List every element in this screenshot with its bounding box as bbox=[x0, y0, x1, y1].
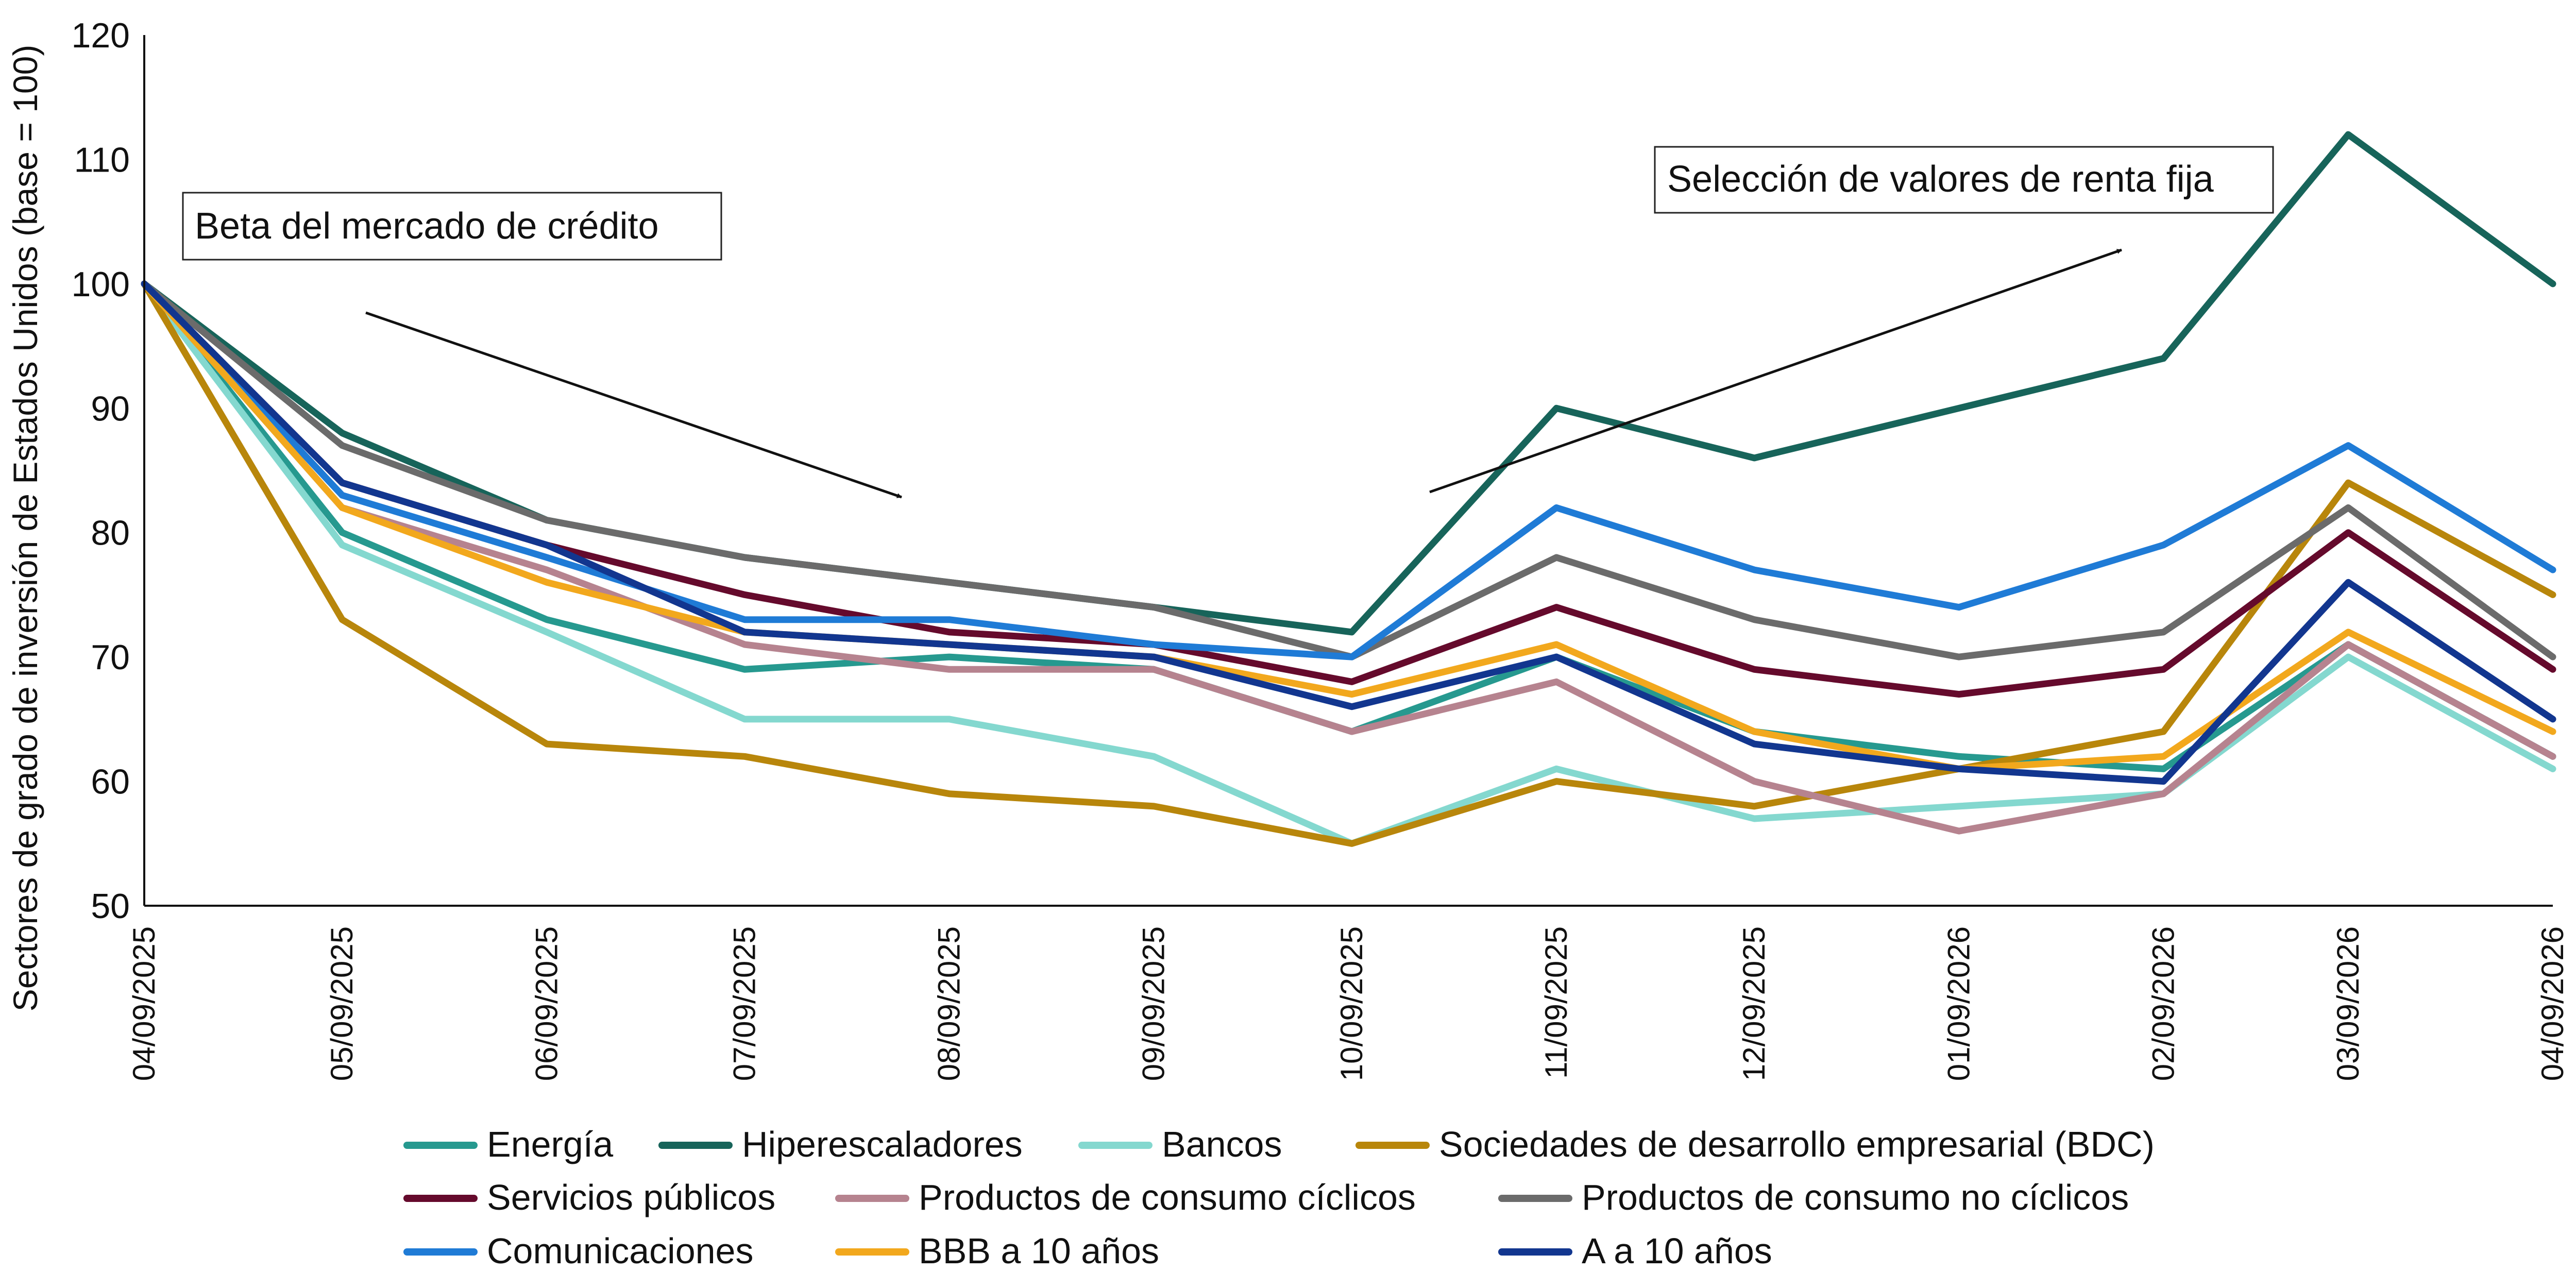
y-tick-label: 120 bbox=[72, 16, 130, 55]
legend-label: Bancos bbox=[1162, 1124, 1282, 1164]
annotation-bond-selection-box bbox=[1654, 146, 2274, 214]
y-tick-label: 110 bbox=[74, 140, 130, 179]
annotation-credit-beta: Beta del mercado de crédito bbox=[182, 192, 902, 499]
x-tick-label: 02/09/2026 bbox=[2146, 926, 2180, 1081]
legend-label: Energía bbox=[487, 1124, 613, 1164]
legend-label: Sociedades de desarrollo empresarial (BD… bbox=[1439, 1124, 2155, 1164]
y-tick-label: 90 bbox=[91, 389, 130, 428]
x-tick-labels: 04/09/2025 05/09/2025 06/09/2025 07/09/2025… bbox=[127, 926, 2570, 1081]
y-tick-label: 60 bbox=[91, 762, 130, 802]
legend-label: Productos de consumo cíclicos bbox=[919, 1177, 1416, 1217]
x-tick-label: 11/09/2025 bbox=[1539, 926, 1573, 1079]
y-tick-labels: 50 60 70 80 90 100 110 120 bbox=[72, 16, 130, 926]
y-tick-label: 70 bbox=[91, 638, 130, 677]
series-line bbox=[141, 280, 2556, 772]
legend-label: Comunicaciones bbox=[487, 1231, 753, 1271]
legend-label: Servicios públicos bbox=[487, 1177, 775, 1217]
x-tick-label: 05/09/2025 bbox=[325, 926, 359, 1081]
y-tick-label: 50 bbox=[91, 887, 130, 926]
annotation-credit-beta-arrow bbox=[365, 311, 902, 499]
series-line bbox=[141, 280, 2556, 847]
x-tick-label: 12/09/2025 bbox=[1737, 926, 1771, 1081]
y-axis-label: Sectores de grado de inversión de Estado… bbox=[6, 45, 44, 1012]
x-tick-label: 06/09/2025 bbox=[529, 926, 564, 1081]
x-tick-label: 09/09/2025 bbox=[1137, 926, 1171, 1081]
legend-label: BBB a 10 años bbox=[919, 1231, 1159, 1271]
series-line bbox=[141, 280, 2556, 847]
series-line bbox=[141, 280, 2556, 660]
annotation-bond-selection: Selección de valores de renta fija bbox=[1429, 146, 2274, 494]
legend-label: Productos de consumo no cíclicos bbox=[1582, 1177, 2129, 1217]
x-tick-label: 10/09/2025 bbox=[1334, 926, 1369, 1081]
y-tick-label: 80 bbox=[91, 514, 130, 553]
y-tick-label: 100 bbox=[72, 265, 130, 304]
legend: Energía Hiperescaladores Bancos Sociedades … bbox=[403, 1124, 2155, 1271]
annotation-bond-selection-arrow bbox=[1429, 248, 2122, 494]
x-tick-label: 01/09/2026 bbox=[1941, 926, 1976, 1081]
annotation-credit-beta-text: Beta del mercado de crédito bbox=[195, 206, 659, 247]
x-tick-label: 04/09/2025 bbox=[127, 926, 161, 1081]
x-tick-label: 07/09/2025 bbox=[727, 926, 762, 1081]
x-tick-label: 08/09/2025 bbox=[932, 926, 967, 1081]
axes bbox=[143, 35, 2553, 907]
series-line bbox=[141, 280, 2556, 835]
series-lines bbox=[141, 131, 2556, 847]
x-tick-label: 03/09/2026 bbox=[2331, 926, 2365, 1081]
legend-label: A a 10 años bbox=[1582, 1231, 1772, 1271]
series-line bbox=[141, 280, 2556, 785]
annotation-bond-selection-text: Selección de valores de renta fija bbox=[1667, 159, 2214, 200]
annotation-credit-beta-box bbox=[182, 192, 722, 261]
x-tick-label: 04/09/2026 bbox=[2535, 926, 2570, 1081]
legend-label: Hiperescaladores bbox=[742, 1124, 1023, 1164]
